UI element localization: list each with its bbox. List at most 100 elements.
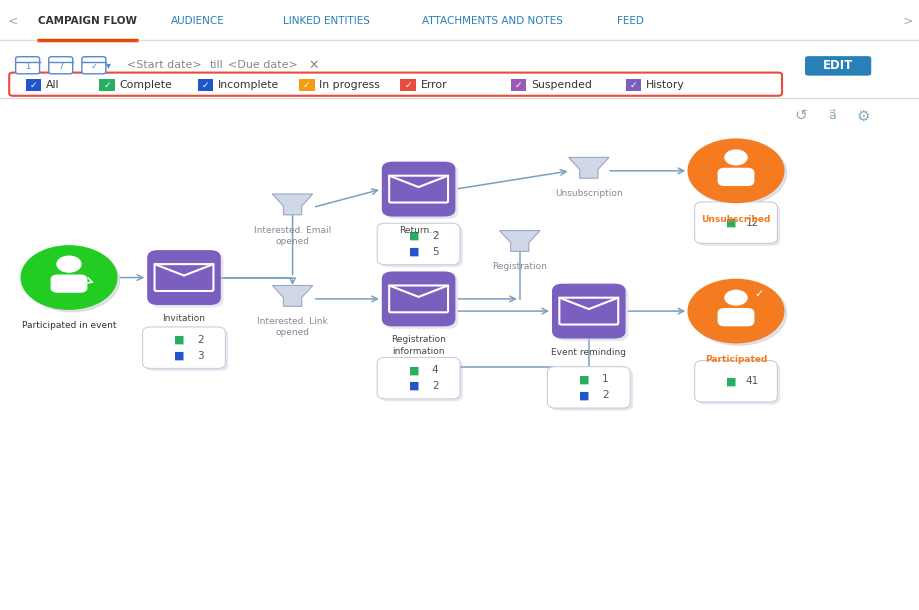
- Text: CAMPAIGN FLOW: CAMPAIGN FLOW: [38, 16, 137, 26]
- Text: <: <: [7, 15, 17, 28]
- Text: ⚙: ⚙: [856, 109, 868, 123]
- Polygon shape: [272, 285, 312, 306]
- Text: ■: ■: [174, 335, 185, 345]
- Text: Registration: Registration: [492, 262, 547, 271]
- Text: >: >: [902, 15, 912, 28]
- Text: 7: 7: [58, 62, 63, 71]
- FancyBboxPatch shape: [82, 57, 106, 74]
- Circle shape: [690, 142, 786, 205]
- Text: ■: ■: [408, 365, 419, 375]
- Text: ✓: ✓: [754, 289, 763, 299]
- Text: Participated: Participated: [704, 355, 766, 364]
- Circle shape: [21, 246, 117, 309]
- FancyBboxPatch shape: [147, 250, 221, 305]
- Text: ✓: ✓: [514, 81, 522, 90]
- FancyBboxPatch shape: [377, 223, 460, 265]
- Text: ■: ■: [725, 218, 736, 228]
- Text: ✓: ✓: [29, 81, 38, 90]
- FancyBboxPatch shape: [384, 274, 458, 329]
- Text: 2: 2: [431, 231, 438, 241]
- FancyBboxPatch shape: [9, 73, 781, 96]
- FancyBboxPatch shape: [142, 327, 225, 368]
- Text: Unsubscription: Unsubscription: [554, 189, 622, 198]
- Text: a⃗: a⃗: [828, 109, 835, 123]
- FancyBboxPatch shape: [551, 284, 625, 339]
- FancyBboxPatch shape: [16, 57, 40, 74]
- Circle shape: [724, 150, 746, 165]
- Circle shape: [57, 256, 81, 272]
- Text: Interested. Link
opened: Interested. Link opened: [257, 317, 327, 337]
- FancyBboxPatch shape: [26, 79, 41, 91]
- Text: Incomplete: Incomplete: [218, 81, 279, 90]
- Text: ↺: ↺: [793, 109, 806, 123]
- FancyBboxPatch shape: [717, 308, 754, 326]
- FancyBboxPatch shape: [51, 274, 87, 293]
- FancyBboxPatch shape: [550, 369, 632, 411]
- Text: ✓: ✓: [629, 81, 637, 90]
- Text: 2: 2: [601, 390, 608, 400]
- FancyBboxPatch shape: [694, 361, 777, 402]
- Text: 41: 41: [745, 376, 758, 386]
- FancyBboxPatch shape: [150, 253, 223, 307]
- FancyBboxPatch shape: [377, 357, 460, 399]
- Text: 2: 2: [431, 381, 438, 391]
- FancyBboxPatch shape: [625, 79, 641, 91]
- Text: ■: ■: [725, 376, 736, 386]
- Text: Invitation: Invitation: [163, 314, 205, 323]
- FancyBboxPatch shape: [697, 363, 779, 404]
- Text: <Due date>: <Due date>: [228, 60, 298, 70]
- Text: FEED: FEED: [616, 16, 643, 26]
- Text: AUDIENCE: AUDIENCE: [171, 16, 224, 26]
- Text: ■: ■: [408, 247, 419, 257]
- FancyBboxPatch shape: [380, 360, 462, 401]
- Text: 3: 3: [197, 351, 204, 361]
- FancyBboxPatch shape: [380, 226, 462, 267]
- FancyBboxPatch shape: [381, 271, 455, 326]
- Text: ■: ■: [408, 231, 419, 241]
- FancyBboxPatch shape: [547, 367, 630, 408]
- Text: History: History: [645, 81, 684, 90]
- Circle shape: [687, 139, 783, 203]
- Text: ▾: ▾: [106, 60, 111, 70]
- Text: Complete: Complete: [119, 81, 172, 90]
- FancyBboxPatch shape: [49, 57, 73, 74]
- Text: ■: ■: [174, 351, 185, 361]
- FancyBboxPatch shape: [697, 204, 779, 246]
- Text: ■: ■: [578, 375, 589, 384]
- Text: 12: 12: [745, 218, 758, 228]
- Text: Registration
information: Registration information: [391, 336, 446, 356]
- Text: 5: 5: [431, 247, 438, 257]
- Text: ✕: ✕: [308, 59, 318, 72]
- Text: <Start date>: <Start date>: [127, 60, 201, 70]
- Polygon shape: [568, 157, 608, 178]
- Text: Suspended: Suspended: [530, 81, 591, 90]
- Text: In progress: In progress: [319, 81, 380, 90]
- Text: 4: 4: [431, 365, 438, 375]
- Text: ■: ■: [578, 390, 589, 400]
- Circle shape: [24, 248, 119, 312]
- Text: ATTACHMENTS AND NOTES: ATTACHMENTS AND NOTES: [421, 16, 562, 26]
- Text: Error: Error: [420, 81, 447, 90]
- FancyBboxPatch shape: [145, 329, 228, 371]
- FancyBboxPatch shape: [400, 79, 415, 91]
- Text: Unsubscribed: Unsubscribed: [700, 215, 770, 224]
- FancyBboxPatch shape: [198, 79, 213, 91]
- Text: All: All: [46, 81, 60, 90]
- Text: ✓: ✓: [103, 81, 111, 90]
- Text: Interested. Email
opened: Interested. Email opened: [254, 226, 331, 246]
- Circle shape: [690, 282, 786, 345]
- FancyBboxPatch shape: [299, 79, 314, 91]
- Circle shape: [687, 279, 783, 343]
- Text: EDIT: EDIT: [823, 59, 852, 73]
- Text: Event reminding: Event reminding: [550, 348, 626, 357]
- Polygon shape: [499, 231, 539, 251]
- FancyBboxPatch shape: [717, 168, 754, 186]
- FancyBboxPatch shape: [99, 79, 115, 91]
- FancyBboxPatch shape: [554, 286, 628, 341]
- Text: 1: 1: [601, 375, 608, 384]
- FancyBboxPatch shape: [384, 164, 458, 219]
- Text: LINKED ENTITIES: LINKED ENTITIES: [283, 16, 369, 26]
- Circle shape: [724, 290, 746, 305]
- FancyBboxPatch shape: [804, 56, 870, 76]
- FancyBboxPatch shape: [381, 162, 455, 217]
